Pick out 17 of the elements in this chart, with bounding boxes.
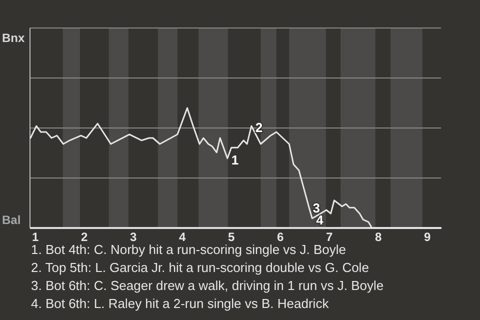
x-tick-label: 8 — [374, 230, 382, 244]
annotation: 2 — [255, 120, 263, 135]
x-tick-label: 4 — [179, 230, 186, 244]
text: Bal — [2, 213, 21, 227]
x-tick-label: 9 — [424, 230, 431, 244]
x-tick-label: 2 — [81, 230, 88, 244]
x-tick-label: 3 — [130, 230, 138, 244]
text: Bnx — [2, 31, 25, 45]
text: 2. Top 5th: L. Garcia Jr. hit a run-scoring double vs G. Cole — [31, 260, 369, 275]
annotation: 1 — [231, 152, 239, 168]
text: 4. Bot 6th: L. Raley hit a 2-run single vs B. Headrick — [31, 296, 330, 311]
x-tick-label: 5 — [228, 230, 235, 244]
x-tick-label: 6 — [276, 230, 284, 244]
x-tick-label: 7 — [326, 230, 333, 244]
text: 3. Bot 6th: C. Seager drew a walk, driving in 1 run vs J. Boyle — [31, 278, 384, 293]
text: 1. Bot 4th: C. Norby hit a run-scoring single vs J. Boyle — [31, 242, 346, 257]
x-tick-label: 1 — [32, 230, 40, 244]
